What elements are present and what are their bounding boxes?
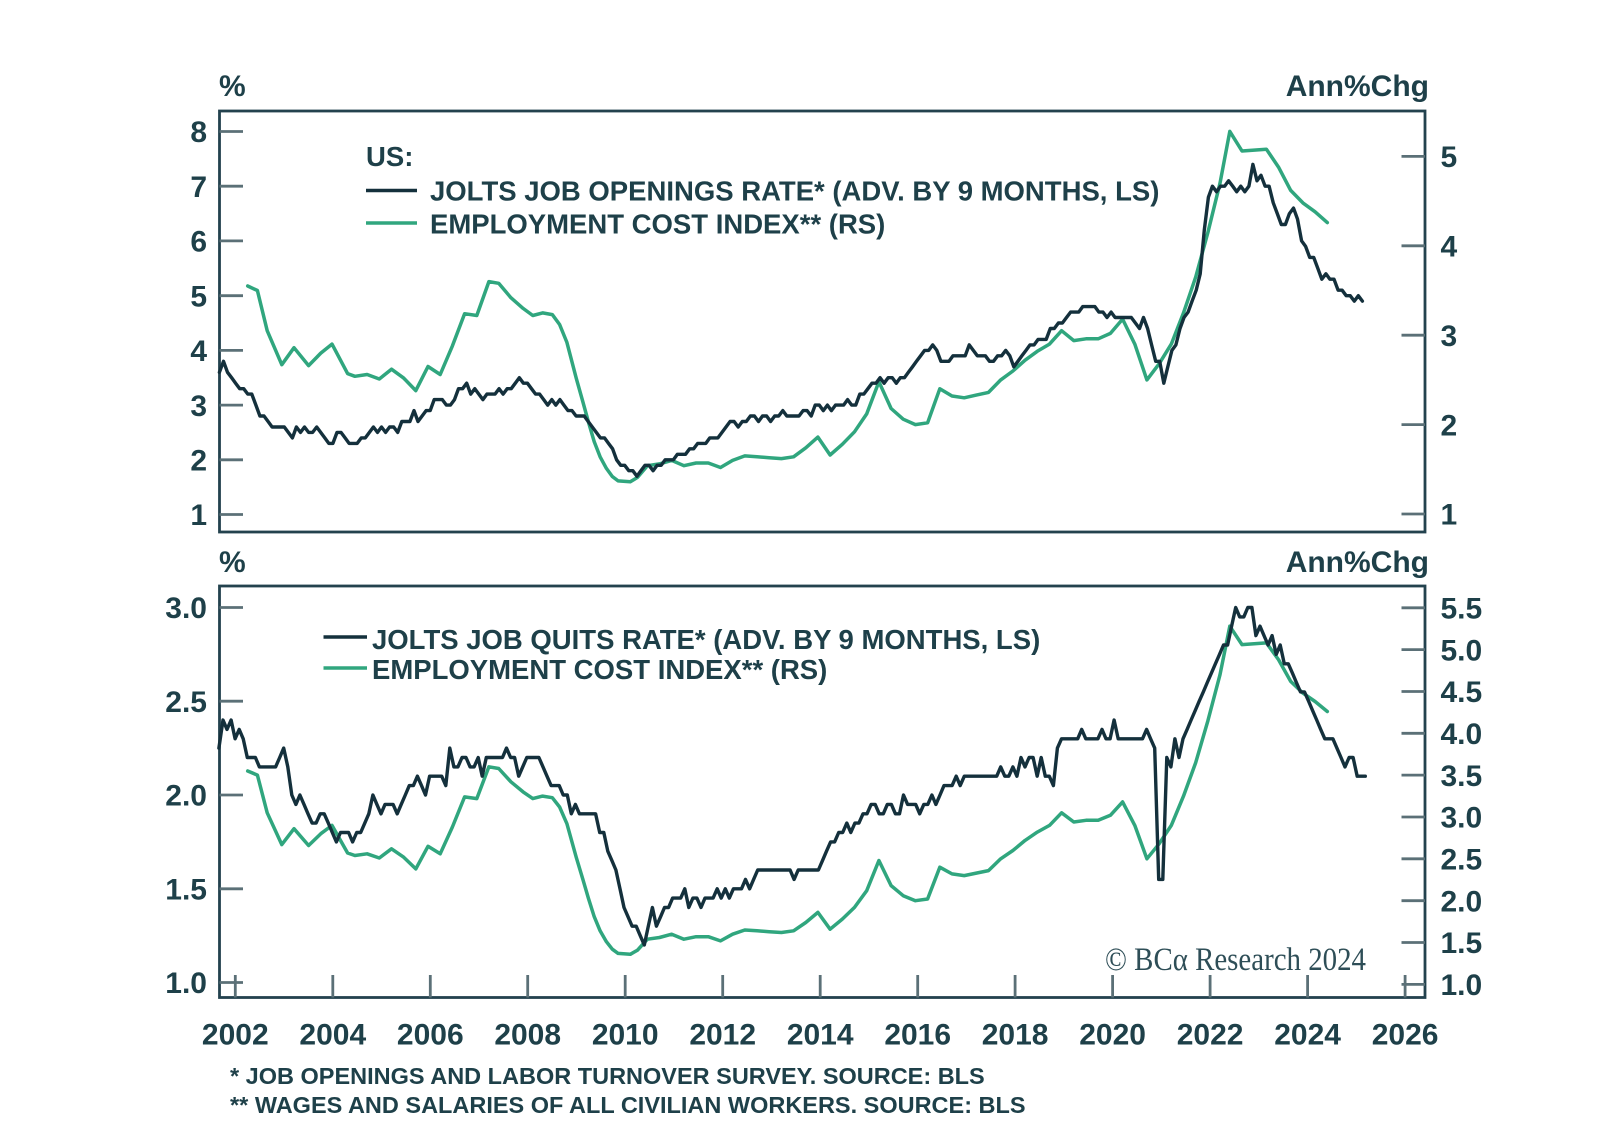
svg-text:4: 4 bbox=[1441, 231, 1458, 264]
svg-text:2004: 2004 bbox=[299, 1019, 366, 1052]
svg-text:5.5: 5.5 bbox=[1441, 593, 1483, 626]
svg-text:4: 4 bbox=[190, 335, 207, 368]
svg-text:1: 1 bbox=[1441, 499, 1458, 532]
svg-text:JOLTS JOB OPENINGS RATE* (ADV.: JOLTS JOB OPENINGS RATE* (ADV. BY 9 MONT… bbox=[430, 176, 1159, 207]
svg-text:%: % bbox=[219, 70, 246, 103]
svg-text:4.0: 4.0 bbox=[1441, 718, 1483, 751]
svg-text:2: 2 bbox=[1441, 409, 1458, 442]
svg-text:2018: 2018 bbox=[982, 1019, 1049, 1052]
svg-text:3.0: 3.0 bbox=[1441, 802, 1483, 835]
svg-text:5.0: 5.0 bbox=[1441, 634, 1483, 667]
svg-text:Ann%Chg: Ann%Chg bbox=[1286, 546, 1429, 579]
svg-text:8: 8 bbox=[190, 116, 207, 149]
svg-text:2012: 2012 bbox=[689, 1019, 756, 1052]
svg-text:1.5: 1.5 bbox=[1441, 927, 1483, 960]
svg-text:2008: 2008 bbox=[494, 1019, 561, 1052]
svg-text:2026: 2026 bbox=[1372, 1019, 1439, 1052]
svg-text:2.0: 2.0 bbox=[165, 780, 207, 813]
svg-text:2.5: 2.5 bbox=[1441, 844, 1483, 877]
svg-text:2010: 2010 bbox=[592, 1019, 659, 1052]
svg-text:© BCα Research 2024: © BCα Research 2024 bbox=[1105, 942, 1366, 978]
svg-text:JOLTS JOB QUITS RATE* (ADV. BY: JOLTS JOB QUITS RATE* (ADV. BY 9 MONTHS,… bbox=[372, 624, 1040, 655]
svg-text:US:: US: bbox=[366, 141, 413, 172]
svg-text:2020: 2020 bbox=[1079, 1019, 1146, 1052]
svg-text:2016: 2016 bbox=[884, 1019, 951, 1052]
svg-text:1.0: 1.0 bbox=[165, 967, 207, 1000]
svg-text:2002: 2002 bbox=[202, 1019, 269, 1052]
svg-text:1: 1 bbox=[190, 499, 207, 532]
svg-text:3.5: 3.5 bbox=[1441, 760, 1483, 793]
svg-text:5: 5 bbox=[1441, 141, 1458, 174]
svg-text:2006: 2006 bbox=[397, 1019, 464, 1052]
svg-text:%: % bbox=[219, 546, 246, 579]
svg-text:1.0: 1.0 bbox=[1441, 969, 1483, 1002]
svg-text:2014: 2014 bbox=[787, 1019, 854, 1052]
svg-text:1.5: 1.5 bbox=[165, 874, 207, 907]
svg-text:** WAGES AND SALARIES OF ALL C: ** WAGES AND SALARIES OF ALL CIVILIAN WO… bbox=[230, 1092, 1026, 1118]
svg-text:2022: 2022 bbox=[1177, 1019, 1244, 1052]
svg-text:3: 3 bbox=[190, 390, 207, 423]
svg-text:7: 7 bbox=[190, 171, 207, 204]
svg-text:* JOB OPENINGS AND LABOR TURNO: * JOB OPENINGS AND LABOR TURNOVER SURVEY… bbox=[230, 1063, 985, 1089]
svg-text:EMPLOYMENT COST INDEX** (RS): EMPLOYMENT COST INDEX** (RS) bbox=[372, 654, 827, 685]
svg-text:Ann%Chg: Ann%Chg bbox=[1286, 70, 1429, 103]
svg-text:6: 6 bbox=[190, 226, 207, 259]
svg-text:2.5: 2.5 bbox=[165, 686, 207, 719]
svg-text:2024: 2024 bbox=[1274, 1019, 1341, 1052]
svg-text:2: 2 bbox=[190, 445, 207, 478]
svg-text:4.5: 4.5 bbox=[1441, 676, 1483, 709]
svg-text:2.0: 2.0 bbox=[1441, 885, 1483, 918]
svg-text:3.0: 3.0 bbox=[165, 592, 207, 625]
svg-text:3: 3 bbox=[1441, 320, 1458, 353]
svg-text:5: 5 bbox=[190, 280, 207, 313]
svg-text:EMPLOYMENT COST INDEX** (RS): EMPLOYMENT COST INDEX** (RS) bbox=[430, 209, 885, 240]
